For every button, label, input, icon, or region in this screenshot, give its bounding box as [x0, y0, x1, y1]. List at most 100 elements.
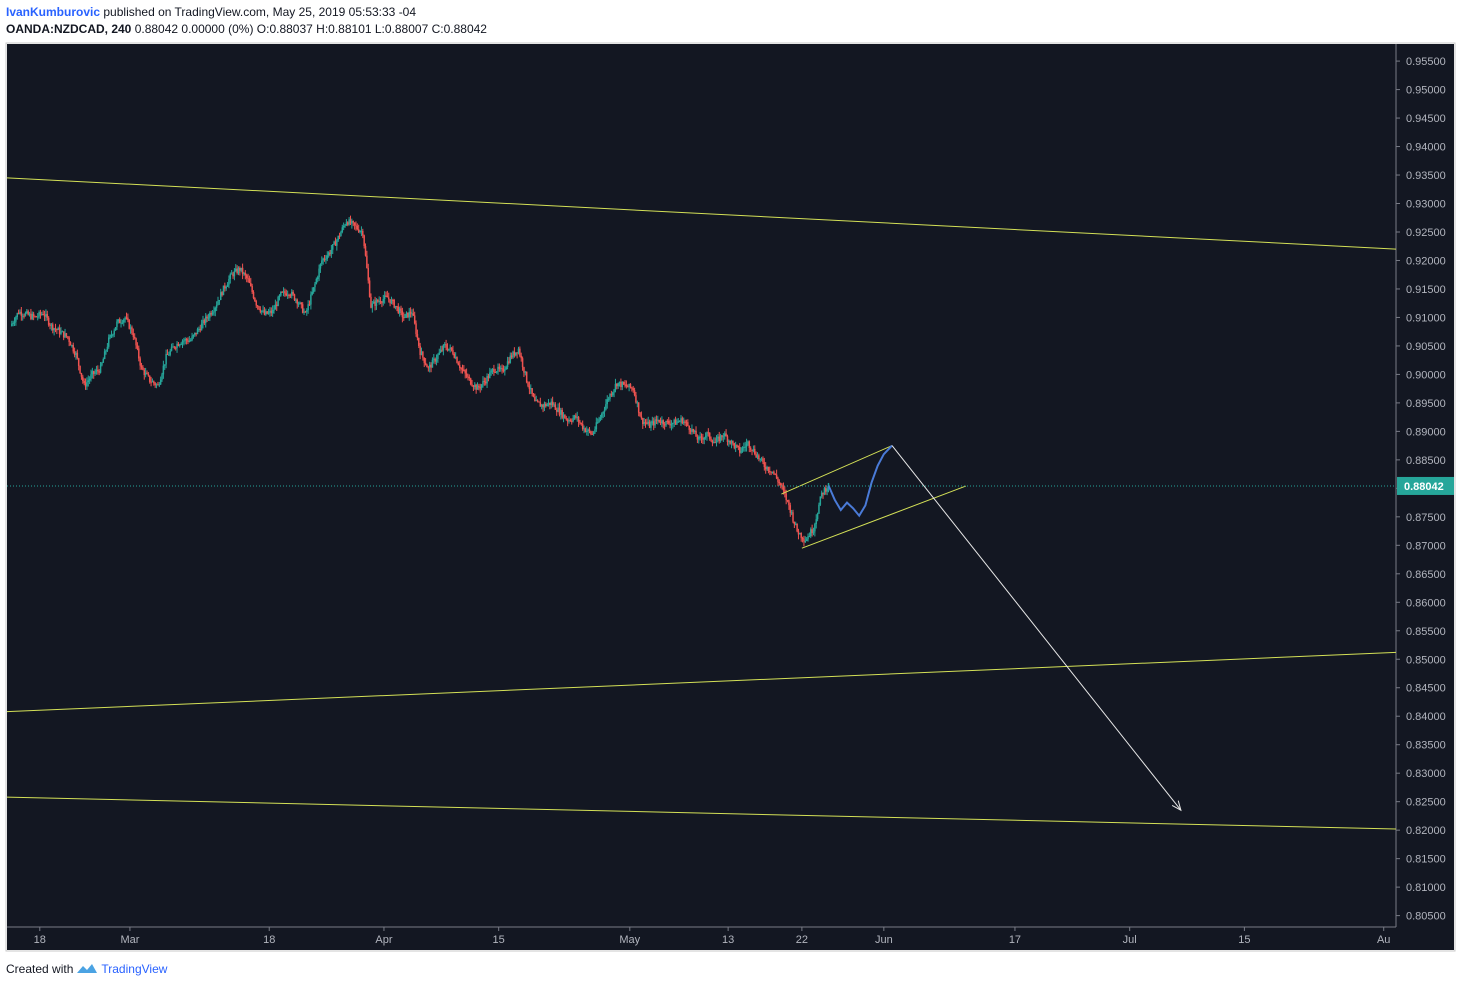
candle-up — [225, 286, 227, 289]
candle-down — [558, 407, 561, 415]
candle-down — [140, 365, 143, 368]
candle-up — [390, 299, 393, 304]
candle-down — [521, 358, 524, 368]
candle-down — [666, 420, 669, 422]
candle-down — [244, 272, 247, 276]
price-tick-label: 0.95000 — [1406, 85, 1446, 97]
candle-up — [661, 420, 663, 424]
candle-down — [301, 304, 304, 313]
candle-up — [159, 379, 162, 385]
candle-up — [814, 524, 816, 532]
candle-up — [766, 466, 768, 470]
candle-up — [553, 404, 555, 406]
candle-down — [635, 395, 637, 403]
time-tick-label: May — [619, 934, 640, 946]
candle-down — [251, 286, 253, 293]
candle-down — [687, 422, 689, 426]
candle-up — [180, 343, 182, 345]
candle-down — [133, 336, 136, 339]
candle-up — [752, 448, 755, 452]
candle-up — [676, 421, 678, 425]
candle-down — [513, 351, 516, 356]
tradingview-brand[interactable]: TradingView — [76, 962, 167, 976]
candle-down — [520, 355, 522, 359]
candle-up — [326, 255, 329, 259]
candle-down — [146, 372, 148, 374]
candle-down — [72, 345, 74, 352]
candle-up — [91, 371, 94, 375]
time-axis[interactable] — [7, 927, 1454, 950]
candle-down — [569, 420, 572, 422]
candle-up — [506, 361, 509, 368]
candle-down — [789, 505, 792, 513]
candle-down — [721, 435, 723, 437]
candle-down — [247, 278, 249, 280]
candle-down — [640, 416, 643, 419]
time-tick-label: 15 — [493, 934, 505, 946]
candle-down — [138, 348, 140, 359]
candle-down — [385, 295, 387, 297]
candle-up — [198, 328, 200, 330]
candle-up — [383, 295, 386, 300]
candle-up — [297, 303, 300, 305]
candle-up — [306, 310, 308, 312]
candle-down — [139, 358, 141, 366]
candle-down — [714, 442, 716, 444]
arrow-line — [891, 445, 1182, 811]
candle-down — [43, 314, 46, 317]
candle-down — [748, 441, 751, 448]
candle-down — [588, 429, 591, 432]
candle-down — [781, 485, 783, 487]
candle-up — [482, 381, 484, 385]
candle-up — [168, 354, 170, 356]
price-tick-label: 0.89500 — [1406, 398, 1446, 410]
tradingview-logo-icon — [77, 964, 98, 973]
candle-down — [166, 353, 169, 355]
candle-up — [439, 349, 442, 353]
candle-up — [215, 304, 218, 308]
candle-down — [142, 367, 144, 370]
candle-up — [310, 294, 312, 305]
candle-up — [495, 371, 498, 373]
price-tick-label: 0.91000 — [1406, 312, 1446, 324]
candle-down — [710, 438, 712, 441]
candle-down — [195, 332, 197, 335]
candle-down — [786, 500, 789, 502]
candle-up — [599, 417, 602, 420]
trendline-rising-channel — [6, 651, 1397, 713]
candle-up — [345, 222, 348, 226]
candle-down — [754, 448, 756, 455]
price-tick-label: 0.84000 — [1406, 711, 1446, 723]
author-link[interactable]: IvanKumburovic — [6, 5, 101, 19]
candle-up — [504, 369, 506, 372]
candle-up — [61, 331, 64, 333]
candle-down — [460, 368, 462, 370]
candle-down — [355, 225, 357, 227]
candle-down — [386, 295, 389, 298]
candle-down — [762, 458, 764, 463]
candle-down — [616, 383, 618, 387]
candle-down — [39, 312, 42, 315]
candle-up — [45, 314, 47, 317]
candle-up — [728, 440, 730, 442]
candle-down — [696, 436, 699, 440]
candle-up — [341, 227, 344, 233]
candle-up — [217, 301, 219, 305]
candle-down — [729, 440, 731, 444]
candle-up — [316, 277, 319, 279]
candle-up — [38, 312, 40, 317]
candle-down — [775, 474, 778, 479]
candle-down — [46, 314, 49, 318]
candle-up — [267, 312, 270, 314]
candle-down — [221, 292, 223, 296]
candle-down — [27, 311, 29, 315]
candle-down — [338, 235, 341, 237]
candle-down — [347, 222, 349, 225]
candle-up — [682, 421, 685, 424]
candle-up — [535, 400, 537, 402]
candle-down — [519, 348, 521, 356]
candle-down — [127, 317, 129, 321]
candle-down — [796, 523, 798, 532]
candle-up — [560, 409, 562, 415]
